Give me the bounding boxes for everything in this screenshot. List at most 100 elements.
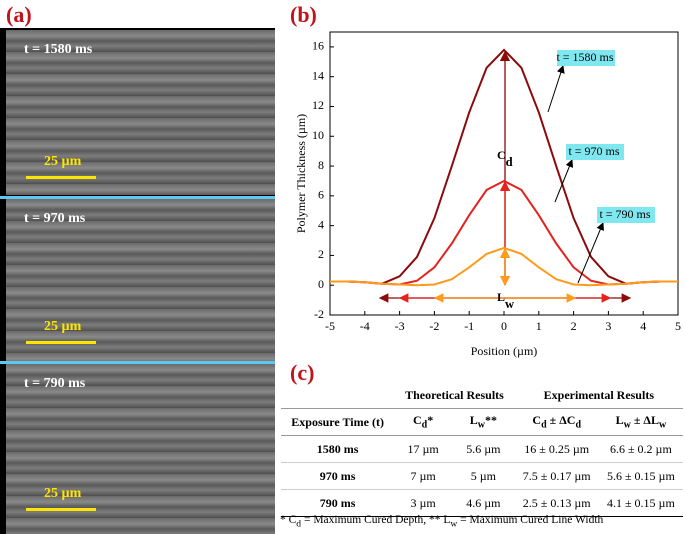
- x-tick-label: -4: [360, 319, 370, 333]
- scale-bar: [26, 341, 96, 344]
- text-part: d: [506, 155, 513, 169]
- scale-label: 25 µm: [44, 319, 82, 334]
- frame-label: t = 1580 ms: [24, 42, 93, 57]
- scale-label: 25 µm: [44, 154, 82, 169]
- table-cell: 7.5 ± 0.17 µm: [522, 468, 591, 483]
- table-cell: 17 µm: [407, 441, 439, 456]
- x-tick-label: -3: [395, 319, 405, 333]
- table-cell: 3 µm: [410, 495, 436, 510]
- series-label: t = 970 ms: [568, 144, 619, 158]
- x-tick-label: 4: [640, 319, 646, 333]
- text-part: = Maximum Cured Line Width: [457, 514, 604, 526]
- text-part: w: [505, 297, 515, 311]
- y-tick-label: 2: [318, 247, 324, 261]
- column-header: Cd ± ΔCd: [515, 409, 599, 436]
- y-axis-label: Polymer Thickness (µm): [294, 114, 308, 233]
- panel-label: (b): [290, 2, 317, 27]
- text-part: C: [532, 413, 542, 428]
- label-box: [566, 144, 624, 160]
- scale-bar: [26, 176, 96, 179]
- x-axis-label: Position (µm): [471, 344, 538, 358]
- x-tick-label: 2: [571, 319, 577, 333]
- text-part: L: [615, 413, 624, 428]
- y-tick-label: 6: [318, 188, 324, 202]
- column-header: Lw ± ΔLw: [599, 409, 683, 436]
- y-tick-label: 4: [318, 217, 324, 231]
- x-tick-label: -1: [464, 319, 474, 333]
- table-cell: 1580 ms: [316, 441, 359, 456]
- text-part: * C: [280, 514, 297, 526]
- text-part: Exposure Time (t): [291, 414, 384, 429]
- y-tick-label: 16: [312, 39, 324, 53]
- column-header: Lw**: [452, 409, 515, 436]
- column-header: Exposure Time (t): [281, 409, 394, 436]
- text-part: w: [450, 518, 458, 530]
- y-tick-label: 14: [312, 68, 324, 82]
- table-cell: 4.1 ± 0.15 µm: [606, 495, 675, 510]
- text-part: = Maximum Cured Depth, ** L: [301, 514, 451, 526]
- scale-label: 25 µm: [44, 486, 82, 501]
- y-tick-label: 12: [312, 98, 324, 112]
- text-part: L: [497, 290, 505, 304]
- micrograph: t = 970 ms 25 µm: [6, 199, 275, 361]
- text-part: **: [484, 413, 497, 428]
- label-box: [557, 50, 615, 66]
- text-part: w: [658, 419, 667, 431]
- x-tick-label: 3: [605, 319, 611, 333]
- column-header: Cd*: [394, 409, 452, 436]
- frame-label: t = 790 ms: [24, 376, 86, 391]
- x-tick-label: -5: [325, 319, 335, 333]
- group-header: Theoretical Results: [405, 387, 504, 402]
- table-cell: 16 ± 0.25 µm: [524, 441, 590, 456]
- label-box: [597, 207, 655, 223]
- x-tick-label: -2: [429, 319, 439, 333]
- table-cell: 5 µm: [470, 468, 496, 483]
- line: [330, 179, 678, 286]
- text-part: w: [477, 419, 485, 431]
- text-part: L: [469, 413, 478, 428]
- arrow: [554, 159, 574, 203]
- plot-frame: [329, 31, 679, 316]
- frame-label: t = 970 ms: [24, 211, 86, 226]
- table-cell: 5.6 ± 0.15 µm: [606, 468, 675, 483]
- x-tick-label: 0: [501, 319, 507, 333]
- y-tick-label: 8: [318, 158, 324, 172]
- table-cell: 4.6 µm: [466, 495, 501, 510]
- line: [330, 48, 678, 285]
- group-header: Experimental Results: [543, 387, 654, 402]
- y-tick-label: -2: [314, 307, 324, 321]
- panel-label: (c): [290, 360, 315, 385]
- y-tick-label: 0: [318, 277, 324, 291]
- series-label: t = 1580 ms: [556, 50, 613, 64]
- x-tick-label: 1: [536, 319, 542, 333]
- table-cell: 970 ms: [319, 468, 356, 483]
- micrographs: t = 1580 ms 25 µm t = 970 ms 25 µm t = 7…: [0, 28, 275, 534]
- annotation: Lw: [497, 290, 515, 311]
- annotation: Cd: [497, 148, 513, 169]
- scale-bar: [26, 508, 96, 511]
- text-part: d: [296, 518, 302, 530]
- chart: -5 -4 -3 -2 -1 0 1 2 3 4 5-20246810121416Position …: [294, 31, 681, 358]
- x-tick-label: 5: [675, 319, 681, 333]
- panel-label: (a): [6, 2, 32, 27]
- text-part: *: [427, 413, 434, 428]
- series-label: t = 790 ms: [599, 207, 650, 221]
- line: [330, 246, 678, 287]
- text-part: C: [413, 413, 422, 428]
- text-part: C: [497, 148, 506, 162]
- text-part: ± ΔL: [630, 413, 659, 428]
- arrow: [547, 65, 565, 113]
- text-part: d: [421, 419, 428, 431]
- y-tick-label: 10: [312, 128, 324, 142]
- footnote: * Cd = Maximum Cured Depth, ** Lw = Maxi…: [280, 514, 603, 529]
- results-table: Theoretical Results Experimental Results…: [281, 382, 683, 517]
- text-part: w: [623, 419, 631, 431]
- micrograph: t = 790 ms 25 µm: [6, 364, 275, 534]
- table-cell: 7 µm: [410, 468, 436, 483]
- micrograph: t = 1580 ms 25 µm: [6, 30, 275, 195]
- table-cell: 790 ms: [319, 495, 356, 510]
- arrow: [577, 222, 604, 284]
- separator: [0, 196, 275, 199]
- separator: [0, 361, 275, 364]
